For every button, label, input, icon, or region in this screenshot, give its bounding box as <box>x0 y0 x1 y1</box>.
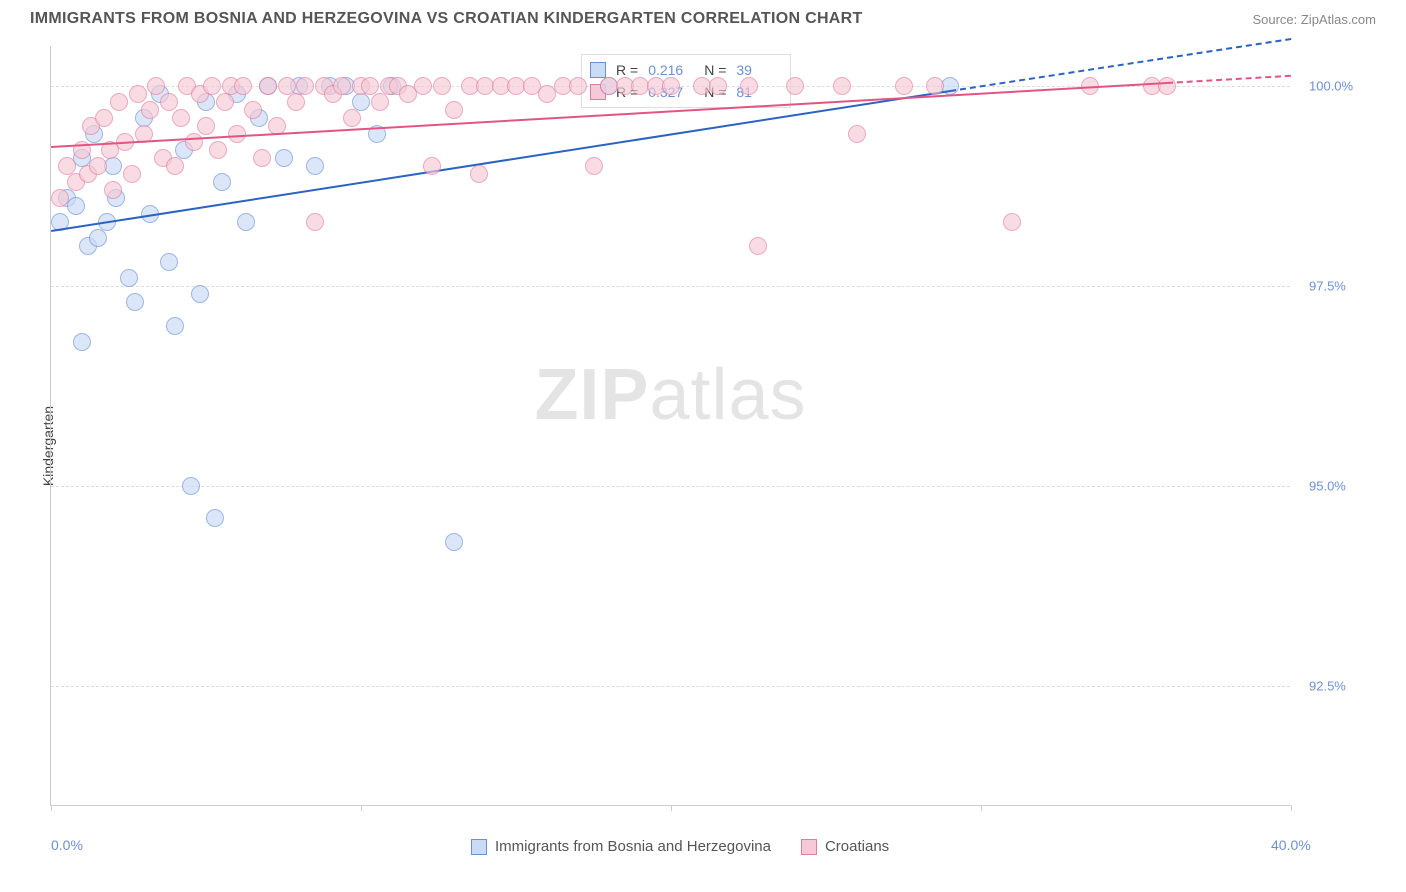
scatter-point <box>67 197 85 215</box>
chart-title: IMMIGRANTS FROM BOSNIA AND HERZEGOVINA V… <box>30 10 863 28</box>
y-tick-label: 97.5% <box>1309 279 1346 294</box>
trend-line-extrapolated <box>1167 75 1291 84</box>
x-tick <box>981 805 982 811</box>
y-tick-label: 95.0% <box>1309 479 1346 494</box>
scatter-point <box>585 157 603 175</box>
scatter-point <box>237 213 255 231</box>
legend-label: Croatians <box>825 838 889 855</box>
scatter-point <box>253 149 271 167</box>
scatter-point <box>95 109 113 127</box>
legend-item: Immigrants from Bosnia and Herzegovina <box>471 838 771 855</box>
source-value: ZipAtlas.com <box>1301 12 1376 27</box>
scatter-point <box>104 157 122 175</box>
scatter-point <box>197 117 215 135</box>
scatter-point <box>786 77 804 95</box>
scatter-point <box>352 93 370 111</box>
scatter-point <box>213 173 231 191</box>
scatter-point <box>445 533 463 551</box>
watermark: ZIPatlas <box>534 354 806 436</box>
x-tick <box>671 805 672 811</box>
scatter-point <box>287 93 305 111</box>
scatter-point <box>848 125 866 143</box>
scatter-point <box>371 93 389 111</box>
scatter-point <box>89 229 107 247</box>
scatter-point <box>89 157 107 175</box>
scatter-point <box>147 77 165 95</box>
scatter-point <box>343 109 361 127</box>
plot-area: ZIPatlas R =0.216N =39R =0.327N =81 Immi… <box>50 46 1290 806</box>
scatter-point <box>206 509 224 527</box>
scatter-point <box>749 237 767 255</box>
x-max-label: 40.0% <box>1271 837 1311 853</box>
scatter-point <box>129 85 147 103</box>
scatter-point <box>141 101 159 119</box>
scatter-point <box>306 213 324 231</box>
scatter-point <box>160 93 178 111</box>
scatter-point <box>120 269 138 287</box>
chart-source: Source: ZipAtlas.com <box>1252 12 1376 27</box>
chart-header: IMMIGRANTS FROM BOSNIA AND HERZEGOVINA V… <box>0 0 1406 36</box>
scatter-point <box>333 77 351 95</box>
scatter-point <box>104 181 122 199</box>
scatter-point <box>740 77 758 95</box>
watermark-right: atlas <box>649 355 806 435</box>
legend-label: Immigrants from Bosnia and Herzegovina <box>495 838 771 855</box>
scatter-point <box>445 101 463 119</box>
stats-r-value: 0.216 <box>648 62 694 78</box>
stats-n-label: N = <box>704 62 726 78</box>
scatter-point <box>833 77 851 95</box>
scatter-point <box>662 77 680 95</box>
scatter-point <box>423 157 441 175</box>
scatter-point <box>926 77 944 95</box>
scatter-point <box>414 77 432 95</box>
scatter-point <box>433 77 451 95</box>
scatter-point <box>126 293 144 311</box>
x-tick <box>1291 805 1292 811</box>
stats-swatch <box>590 62 606 78</box>
gridline-h <box>51 486 1290 487</box>
scatter-point <box>123 165 141 183</box>
scatter-point <box>1003 213 1021 231</box>
scatter-point <box>569 77 587 95</box>
scatter-point <box>110 93 128 111</box>
scatter-point <box>166 157 184 175</box>
chart-wrapper: Kindergarten ZIPatlas R =0.216N =39R =0.… <box>0 36 1406 856</box>
scatter-point <box>216 93 234 111</box>
scatter-point <box>185 133 203 151</box>
scatter-point <box>73 333 91 351</box>
legend-swatch <box>801 839 817 855</box>
watermark-left: ZIP <box>534 355 649 435</box>
y-tick-label: 92.5% <box>1309 679 1346 694</box>
scatter-point <box>709 77 727 95</box>
scatter-point <box>895 77 913 95</box>
source-label: Source: <box>1252 12 1300 27</box>
gridline-h <box>51 686 1290 687</box>
scatter-point <box>296 77 314 95</box>
x-tick <box>51 805 52 811</box>
scatter-point <box>166 317 184 335</box>
scatter-point <box>191 285 209 303</box>
scatter-point <box>259 77 277 95</box>
scatter-point <box>1158 77 1176 95</box>
bottom-legend: Immigrants from Bosnia and Herzegovina Cr… <box>471 838 889 855</box>
scatter-point <box>172 109 190 127</box>
scatter-point <box>209 141 227 159</box>
scatter-point <box>182 477 200 495</box>
x-min-label: 0.0% <box>51 837 83 853</box>
scatter-point <box>234 77 252 95</box>
scatter-point <box>470 165 488 183</box>
scatter-point <box>275 149 293 167</box>
gridline-h <box>51 286 1290 287</box>
legend-swatch <box>471 839 487 855</box>
stats-r-label: R = <box>616 62 638 78</box>
scatter-point <box>160 253 178 271</box>
stats-n-value: 39 <box>736 62 782 78</box>
legend-item: Croatians <box>801 838 889 855</box>
x-tick <box>361 805 362 811</box>
scatter-point <box>306 157 324 175</box>
y-tick-label: 100.0% <box>1309 79 1353 94</box>
scatter-point <box>244 101 262 119</box>
scatter-point <box>51 189 69 207</box>
scatter-point <box>203 77 221 95</box>
